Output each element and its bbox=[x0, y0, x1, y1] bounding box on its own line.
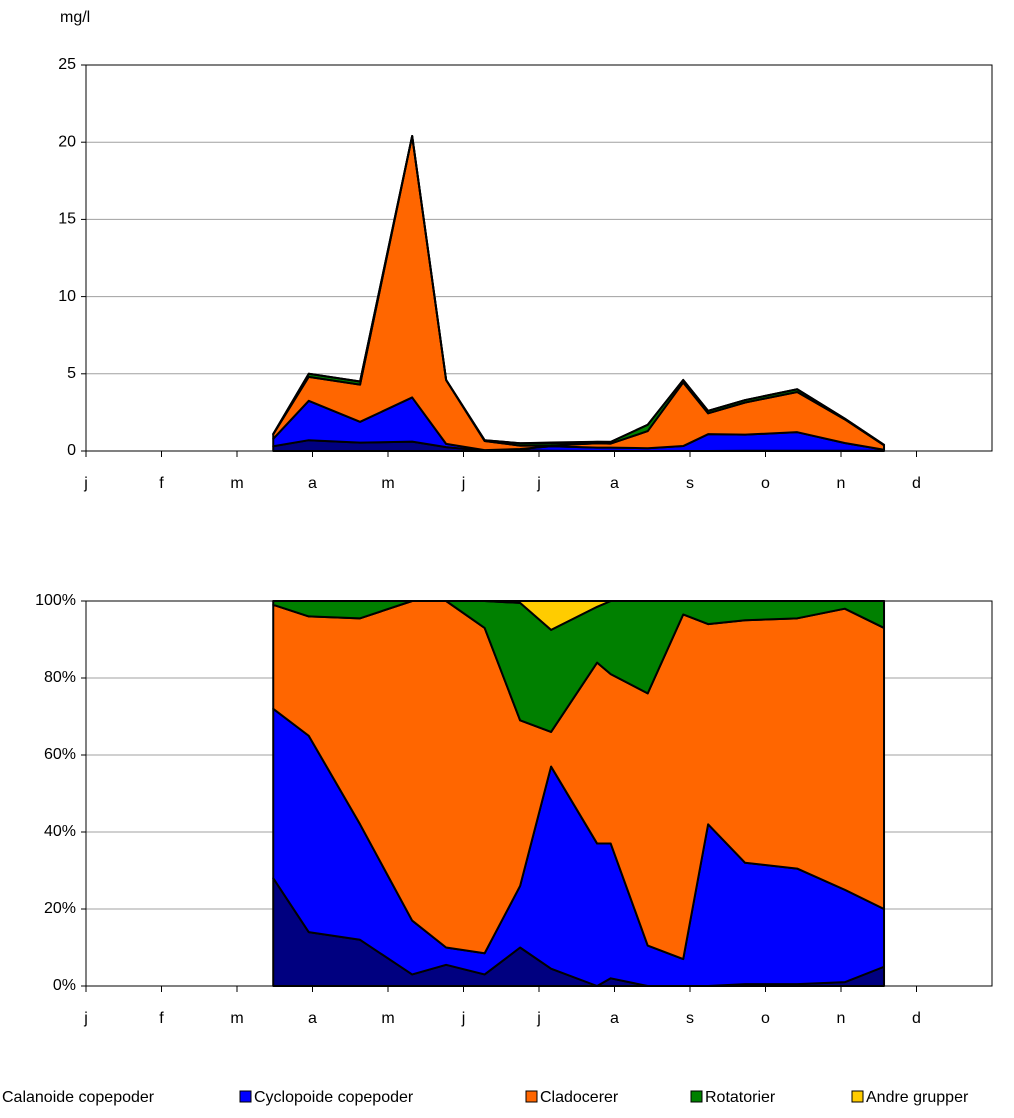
legend-swatch bbox=[690, 1090, 703, 1103]
x-tick-label: m bbox=[230, 1010, 243, 1027]
plot-frame bbox=[85, 64, 993, 452]
legend-label: Andre grupper bbox=[866, 1089, 969, 1106]
x-tick-label: a bbox=[308, 1010, 317, 1027]
y-tick-label: 80% bbox=[44, 669, 76, 686]
y-tick-label: 0 bbox=[67, 442, 76, 459]
x-tick-label: j bbox=[461, 1010, 466, 1027]
y-tick-label: 20 bbox=[58, 133, 76, 150]
x-tick-label: a bbox=[610, 475, 619, 492]
x-tick-label: f bbox=[159, 1010, 164, 1027]
y-tick-label: 20% bbox=[44, 900, 76, 917]
x-tick-label: j bbox=[536, 475, 541, 492]
area bbox=[272, 135, 886, 452]
x-tick-label: s bbox=[686, 475, 694, 492]
legend-label: Cladocerer bbox=[540, 1089, 619, 1106]
y-axis-label: mg/l bbox=[60, 9, 90, 26]
y-tick-label: 15 bbox=[58, 211, 76, 228]
y-tick-label: 100% bbox=[35, 592, 76, 609]
x-tick-label: m bbox=[381, 1010, 394, 1027]
legend-swatch bbox=[239, 1090, 252, 1103]
y-tick-label: 10 bbox=[58, 288, 76, 305]
legend-label: Calanoide copepoder bbox=[2, 1089, 155, 1106]
x-tick-label: m bbox=[230, 475, 243, 492]
y-tick-label: 5 bbox=[67, 365, 76, 382]
x-tick-label: a bbox=[610, 1010, 619, 1027]
x-tick-label: o bbox=[761, 1010, 770, 1027]
legend-label: Cyclopoide copepoder bbox=[254, 1089, 414, 1106]
x-tick-label: f bbox=[159, 475, 164, 492]
x-tick-label: s bbox=[686, 1010, 694, 1027]
y-tick-label: 25 bbox=[58, 56, 76, 73]
y-tick-label: 0% bbox=[53, 977, 76, 994]
legend-swatch bbox=[851, 1090, 864, 1103]
x-tick-label: n bbox=[837, 475, 846, 492]
x-tick-label: d bbox=[912, 1010, 921, 1027]
x-tick-label: j bbox=[461, 475, 466, 492]
x-tick-label: o bbox=[761, 475, 770, 492]
x-tick-label: n bbox=[837, 1010, 846, 1027]
x-tick-label: j bbox=[536, 1010, 541, 1027]
x-tick-label: j bbox=[83, 475, 88, 492]
legend-swatch bbox=[525, 1090, 538, 1103]
x-tick-label: a bbox=[308, 475, 317, 492]
y-tick-label: 60% bbox=[44, 746, 76, 763]
x-tick-label: d bbox=[912, 475, 921, 492]
x-tick-label: j bbox=[83, 1010, 88, 1027]
y-tick-label: 40% bbox=[44, 823, 76, 840]
legend-label: Rotatorier bbox=[705, 1089, 776, 1106]
area bbox=[272, 135, 886, 446]
x-tick-label: m bbox=[381, 475, 394, 492]
